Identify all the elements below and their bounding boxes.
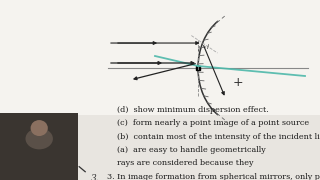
Text: +: + [233, 75, 243, 89]
Text: (c)  form nearly a point image of a point source: (c) form nearly a point image of a point… [107, 119, 309, 127]
Text: (a)  are easy to handle geometrically: (a) are easy to handle geometrically [107, 146, 266, 154]
Text: i: i [207, 44, 209, 50]
Text: rays are considered because they: rays are considered because they [107, 159, 254, 167]
Bar [0, 113, 78, 180]
Text: 3.: 3. [91, 174, 100, 180]
Text: (b)  contain most of the intensity of the incident light: (b) contain most of the intensity of the… [107, 133, 320, 141]
Text: i: i [197, 46, 200, 52]
Bar [0, 115, 320, 180]
Ellipse shape [26, 128, 53, 149]
Text: 3. In image formation from spherical mirrors, only paraxial: 3. In image formation from spherical mir… [107, 173, 320, 180]
Ellipse shape [31, 120, 48, 136]
Text: (d)  show minimum dispersion effect.: (d) show minimum dispersion effect. [107, 106, 269, 114]
